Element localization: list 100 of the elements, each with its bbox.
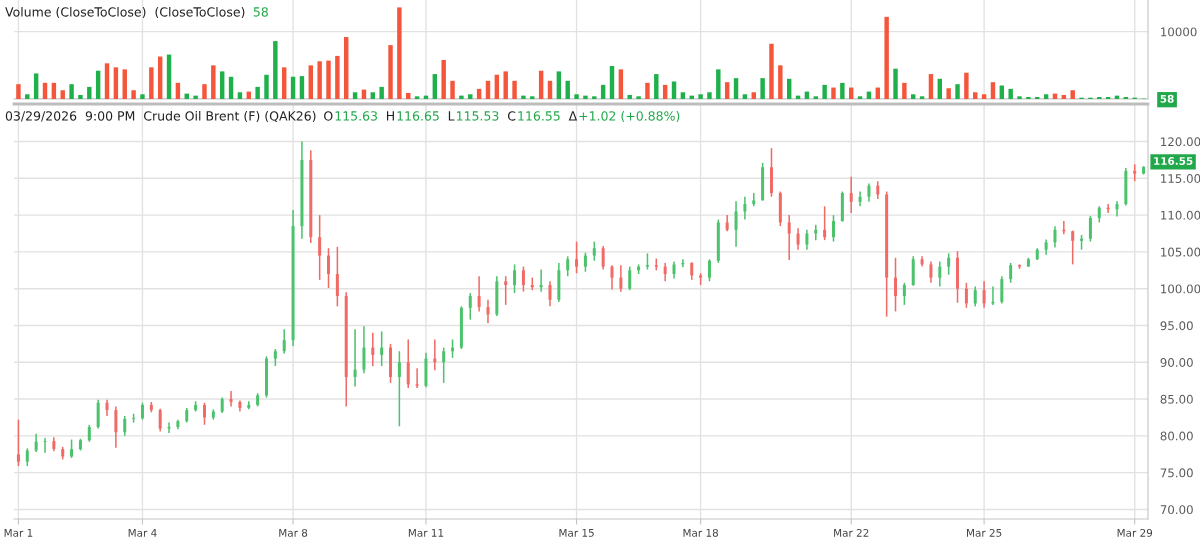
bar xyxy=(326,60,331,99)
candlestick xyxy=(583,251,587,273)
text: Volume (CloseToClose) (CloseToClose) xyxy=(5,6,245,19)
candlestick xyxy=(973,285,977,308)
candlestick xyxy=(158,407,162,433)
candlestick xyxy=(202,401,206,426)
bar xyxy=(113,67,119,99)
bar xyxy=(299,76,305,99)
candlestick xyxy=(964,282,968,309)
candlestick xyxy=(610,264,614,291)
bar xyxy=(78,94,83,99)
candlestick xyxy=(504,275,508,306)
candlestick xyxy=(867,182,871,203)
candlestick xyxy=(114,405,118,449)
candlestick xyxy=(70,438,74,459)
bar xyxy=(973,92,978,99)
bar xyxy=(530,96,535,99)
annotation: Δ+1.02 (+0.88%) xyxy=(568,110,680,123)
bar xyxy=(716,69,721,99)
bar xyxy=(219,71,225,99)
candlestick xyxy=(831,214,835,243)
candlestick xyxy=(752,192,756,208)
x-tick-label: Mar 18 xyxy=(683,528,718,537)
bar xyxy=(468,94,473,99)
bar xyxy=(964,72,969,99)
candlestick xyxy=(442,346,446,384)
bar xyxy=(636,96,641,99)
bar xyxy=(344,37,349,99)
bar xyxy=(25,94,30,99)
annotation: C116.55 xyxy=(507,111,560,121)
bar xyxy=(1070,90,1075,99)
bar xyxy=(512,80,517,99)
candlestick xyxy=(513,263,517,294)
candlestick xyxy=(929,260,933,284)
bar xyxy=(87,86,92,99)
bar xyxy=(671,81,677,99)
candlestick xyxy=(43,437,47,454)
text: 116.55 xyxy=(1154,157,1193,165)
candlestick xyxy=(468,292,472,321)
bar xyxy=(290,76,296,99)
bar xyxy=(69,84,74,99)
candlestick xyxy=(734,200,738,248)
bar xyxy=(335,55,340,99)
bar xyxy=(760,78,765,99)
bar xyxy=(955,84,960,99)
candlestick xyxy=(982,280,986,309)
candlestick xyxy=(397,350,401,428)
bar xyxy=(556,71,562,99)
candlestick xyxy=(823,205,827,241)
bar xyxy=(450,80,455,99)
candlestick xyxy=(229,390,233,408)
candlestick xyxy=(619,264,623,293)
candlestick xyxy=(34,432,38,453)
x-tick-label: Mar 25 xyxy=(967,528,1002,537)
bar xyxy=(981,94,987,99)
bar xyxy=(742,94,748,99)
bar xyxy=(698,94,703,99)
bar xyxy=(494,74,500,99)
bar xyxy=(946,88,951,99)
bar xyxy=(751,92,756,99)
bar xyxy=(352,92,358,99)
bar xyxy=(609,66,615,99)
y-tick-label: 10000 xyxy=(1161,27,1197,37)
bar xyxy=(884,16,889,99)
x-tick-label: Mar 4 xyxy=(128,529,157,537)
candlestick xyxy=(16,418,20,467)
bar xyxy=(538,70,544,99)
y-tick-label: 90.00 xyxy=(1160,357,1193,367)
bar xyxy=(503,71,508,99)
bar xyxy=(149,67,154,99)
x-tick-label: Mar 8 xyxy=(279,528,308,537)
y-tick-label: 100.00 xyxy=(1161,284,1200,294)
y-tick-label: 115.00 xyxy=(1161,174,1200,183)
text: 03/29/2026 9:00 PM Crude Oil Brent (F) (QAK26) xyxy=(5,110,316,123)
candlestick xyxy=(1088,215,1092,243)
bar xyxy=(308,65,313,99)
bar xyxy=(583,95,588,99)
bar xyxy=(140,94,145,99)
bar xyxy=(282,67,287,99)
candlestick xyxy=(743,195,747,221)
bar xyxy=(786,78,792,99)
candlestick xyxy=(938,260,942,288)
candlestick xyxy=(592,240,596,262)
bar xyxy=(919,96,925,99)
annotation: 58 xyxy=(253,7,268,17)
bar xyxy=(618,69,624,99)
bar xyxy=(990,82,996,99)
bar xyxy=(645,82,650,99)
bar xyxy=(16,84,21,99)
candlestick xyxy=(353,328,357,388)
bar xyxy=(1017,96,1022,99)
candlestick xyxy=(849,176,853,214)
bar xyxy=(707,92,712,99)
candlestick xyxy=(362,325,366,375)
y-tick-label: 58 xyxy=(1160,94,1174,103)
candlestick xyxy=(415,367,419,389)
candlestick xyxy=(814,223,818,241)
bar xyxy=(202,84,207,99)
y-tick-label: 70.00 xyxy=(1160,505,1193,515)
bar xyxy=(893,68,898,99)
